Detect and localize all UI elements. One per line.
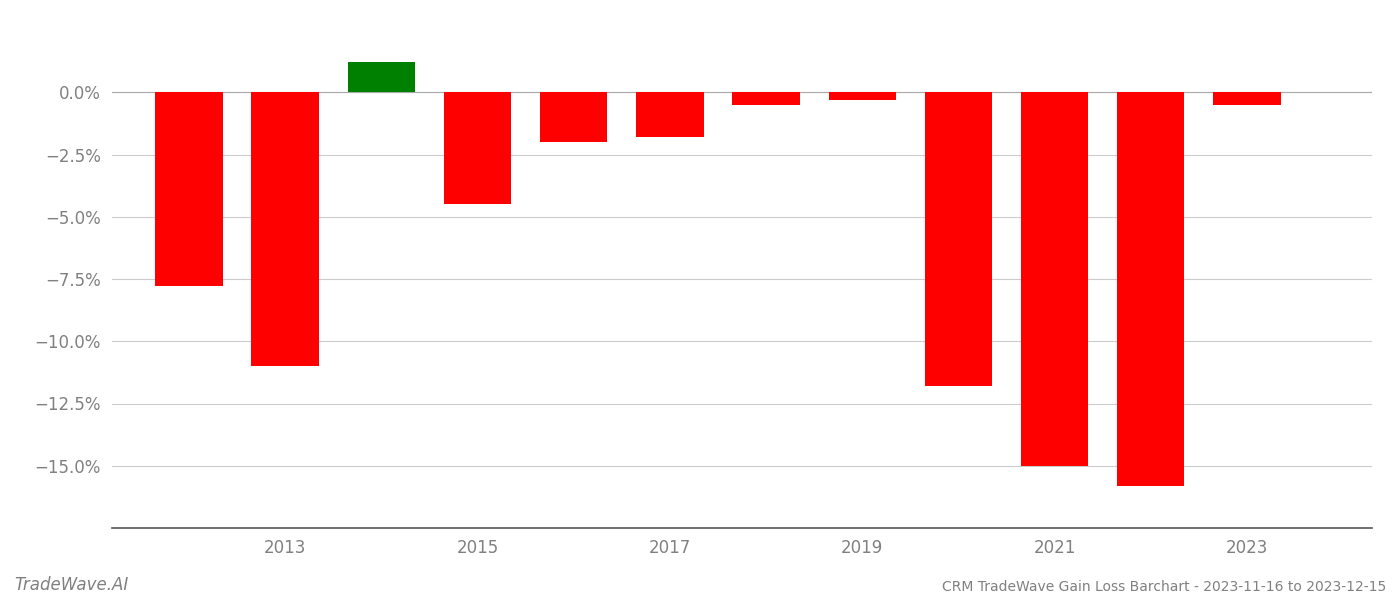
Bar	[829, 92, 896, 100]
Bar	[155, 92, 223, 286]
Bar	[1117, 92, 1184, 485]
Bar	[347, 62, 414, 92]
Bar	[925, 92, 993, 386]
Bar	[540, 92, 608, 142]
Bar	[636, 92, 704, 137]
Bar	[252, 92, 319, 366]
Bar	[732, 92, 799, 104]
Bar	[1214, 92, 1281, 104]
Text: TradeWave.AI: TradeWave.AI	[14, 576, 129, 594]
Bar	[444, 92, 511, 204]
Bar	[1021, 92, 1088, 466]
Text: CRM TradeWave Gain Loss Barchart - 2023-11-16 to 2023-12-15: CRM TradeWave Gain Loss Barchart - 2023-…	[942, 580, 1386, 594]
